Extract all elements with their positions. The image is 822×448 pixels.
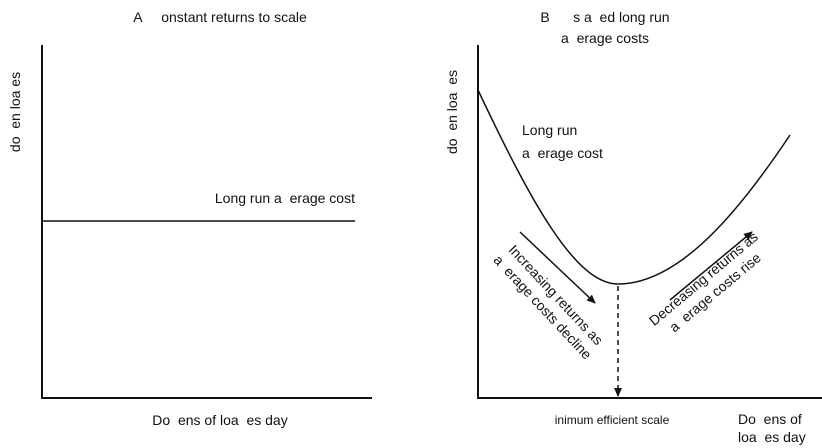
y-axis-label: do en loa es (7, 72, 23, 152)
y-axis-label: do en loa es (444, 70, 460, 154)
axes (477, 45, 822, 399)
panel-title: a erage costs (561, 30, 649, 46)
increasing-label: Increasing returns as a erage costs decl… (491, 242, 607, 363)
panel-title: A onstant returns to scale (133, 9, 307, 25)
mes-label: inimum efficient scale (555, 413, 670, 427)
curve-label: Long run a erage cost (215, 190, 355, 206)
panel-a: A onstant returns to scale do en loa es … (7, 9, 372, 428)
decreasing-arrow (669, 231, 753, 301)
x-axis-label: Do ens of (738, 411, 802, 427)
x-axis-label: Do ens of loa es day (152, 412, 287, 428)
lrac-curve (477, 89, 791, 285)
axes (41, 45, 372, 399)
curve-label: a erage cost (522, 145, 603, 161)
panel-b: B s a ed long run a erage costs do en lo… (444, 9, 822, 445)
x-axis-label: loa es day (738, 429, 806, 445)
panel-title: B s a ed long run (540, 9, 669, 25)
curve-label: Long run (522, 122, 577, 138)
increasing-arrow (519, 231, 596, 304)
decreasing-label: Decreasing returns as a erage costs rise (646, 228, 764, 335)
